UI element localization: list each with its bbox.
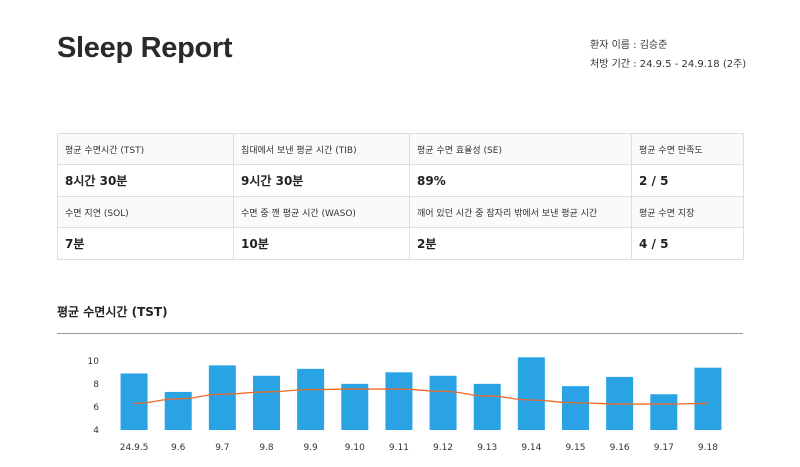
- chart-section-title: 평균 수면시간 (TST): [57, 305, 168, 319]
- metric-label-se: 평균 수면 효율성 (SE): [409, 133, 632, 165]
- metrics-value-row: 8시간 30분 9시간 30분 89% 2 / 5: [57, 164, 744, 197]
- x-tick-label: 9.14: [521, 443, 541, 453]
- bar-9.13: [473, 383, 501, 430]
- x-tick-label: 9.6: [171, 443, 186, 453]
- y-tick-label: 4: [93, 426, 99, 436]
- bar-9.15: [562, 386, 589, 430]
- bar-9.11: [385, 372, 413, 430]
- metric-value-waso: 10분: [233, 227, 410, 260]
- metric-value-tst: 8시간 30분: [57, 164, 234, 197]
- y-tick-label: 6: [93, 403, 99, 413]
- metric-value-out-of-bed: 2분: [409, 227, 632, 260]
- bar-9.10: [341, 383, 369, 430]
- report-title: Sleep Report: [57, 32, 233, 64]
- tst-bar-chart: 4 6 8 10 24.9.5 9.6 9.7 9.8 9.9 9.10 9.11 9.12 9.13 9…: [88, 357, 722, 453]
- metric-label-waso: 수면 중 깬 평균 시간 (WASO): [233, 196, 410, 228]
- bar-9.12: [429, 375, 457, 430]
- y-tick-label: 8: [93, 380, 99, 390]
- patient-info: 환자 이름 : 김승준 처방 기간 : 24.9.5 - 24.9.18 (2주…: [590, 36, 746, 74]
- x-tick-label: 9.10: [345, 443, 365, 453]
- patient-name: 환자 이름 : 김승준: [590, 40, 668, 51]
- metric-value-se: 89%: [409, 164, 632, 197]
- x-tick-label: 9.17: [654, 443, 674, 453]
- metric-value-satisfaction: 2 / 5: [631, 164, 744, 197]
- prescription-period: 처방 기간 : 24.9.5 - 24.9.18 (2주): [590, 59, 747, 70]
- bar-9.17: [650, 394, 678, 430]
- bar-9.8: [253, 375, 280, 430]
- x-tick-label: 9.12: [433, 443, 453, 453]
- metric-label-disturbance: 평균 수면 지장: [631, 196, 744, 228]
- x-tick-label: 9.7: [215, 443, 229, 453]
- metrics-value-row: 7분 10분 2분 4 / 5: [57, 227, 744, 260]
- bar-9.7: [208, 365, 236, 430]
- y-tick-label: 10: [88, 357, 100, 367]
- metric-label-tst: 평균 수면시간 (TST): [57, 133, 234, 165]
- x-tick-label: 9.16: [610, 443, 630, 453]
- bar-24.9.5: [120, 373, 148, 430]
- x-tick-label: 9.9: [303, 443, 318, 453]
- metrics-label-row: 평균 수면시간 (TST) 침대에서 보낸 평균 시간 (TIB) 평균 수면 …: [57, 133, 744, 165]
- metric-value-sol: 7분: [57, 227, 234, 260]
- metric-label-sol: 수면 지연 (SOL): [57, 196, 234, 228]
- bar-9.9: [297, 368, 325, 430]
- x-tick-label: 24.9.5: [120, 443, 149, 453]
- x-tick-label: 9.13: [477, 443, 497, 453]
- metric-label-out-of-bed: 깨어 있던 시간 중 잠자리 밖에서 보낸 평균 시간: [409, 196, 632, 228]
- bar-9.6: [164, 391, 192, 430]
- metrics-label-row: 수면 지연 (SOL) 수면 중 깬 평균 시간 (WASO) 깨어 있던 시간…: [57, 196, 744, 228]
- trend-line: [134, 388, 708, 405]
- section-divider: [57, 333, 743, 334]
- metric-label-tib: 침대에서 보낸 평균 시간 (TIB): [233, 133, 410, 165]
- x-tick-label: 9.8: [259, 443, 274, 453]
- x-tick-label: 9.15: [565, 443, 585, 453]
- metric-value-tib: 9시간 30분: [233, 164, 410, 197]
- x-tick-label: 9.11: [389, 443, 409, 453]
- sleep-metrics-table: 평균 수면시간 (TST) 침대에서 보낸 평균 시간 (TIB) 평균 수면 …: [57, 133, 744, 260]
- metric-label-satisfaction: 평균 수면 만족도: [631, 133, 744, 165]
- bar-9.14: [517, 357, 545, 430]
- x-tick-label: 9.18: [698, 443, 718, 453]
- metric-value-disturbance: 4 / 5: [631, 227, 744, 260]
- bar-9.18: [694, 367, 722, 430]
